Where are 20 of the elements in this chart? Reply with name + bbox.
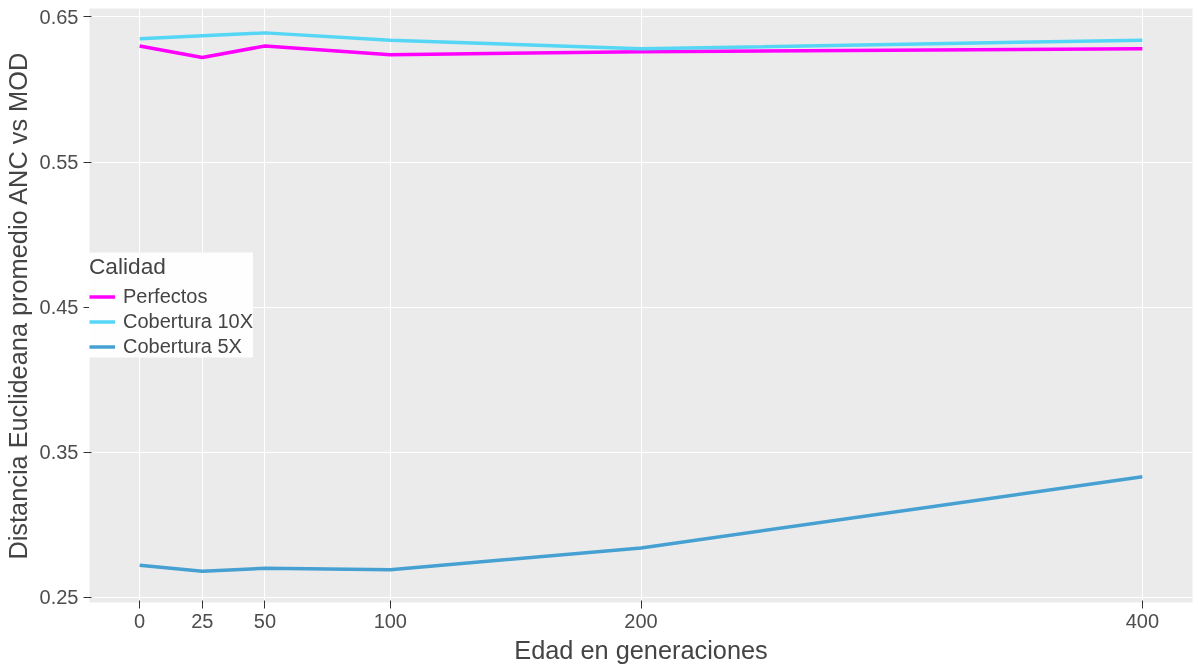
legend-label: Cobertura 10X <box>123 309 254 333</box>
line-series <box>137 31 1145 51</box>
legend-label: Cobertura 5X <box>123 334 242 358</box>
y-tick-label: 0.35 <box>39 441 79 464</box>
x-tick-label: 0 <box>134 609 146 632</box>
x-tick-label: 100 <box>373 609 408 632</box>
y-tick-label: 0.25 <box>39 586 79 609</box>
x-tick-label: 400 <box>1125 609 1160 632</box>
y-tick-label: 0.45 <box>39 296 79 319</box>
y-tick-label: 0.65 <box>39 5 79 28</box>
x-tick-label: 25 <box>191 609 214 632</box>
y-axis-title: Distancia Euclideana promedio ANC vs MOD <box>3 52 32 560</box>
y-tick-label: 0.55 <box>39 151 79 174</box>
line-series <box>137 44 1145 60</box>
x-tick-label: 50 <box>253 609 277 632</box>
line-series <box>137 475 1145 573</box>
x-tick-label: 200 <box>624 609 658 632</box>
legend-label: Perfectos <box>123 284 208 308</box>
legend-title: Calidad <box>89 252 167 280</box>
x-axis-title: Edad en generaciones <box>514 635 768 664</box>
